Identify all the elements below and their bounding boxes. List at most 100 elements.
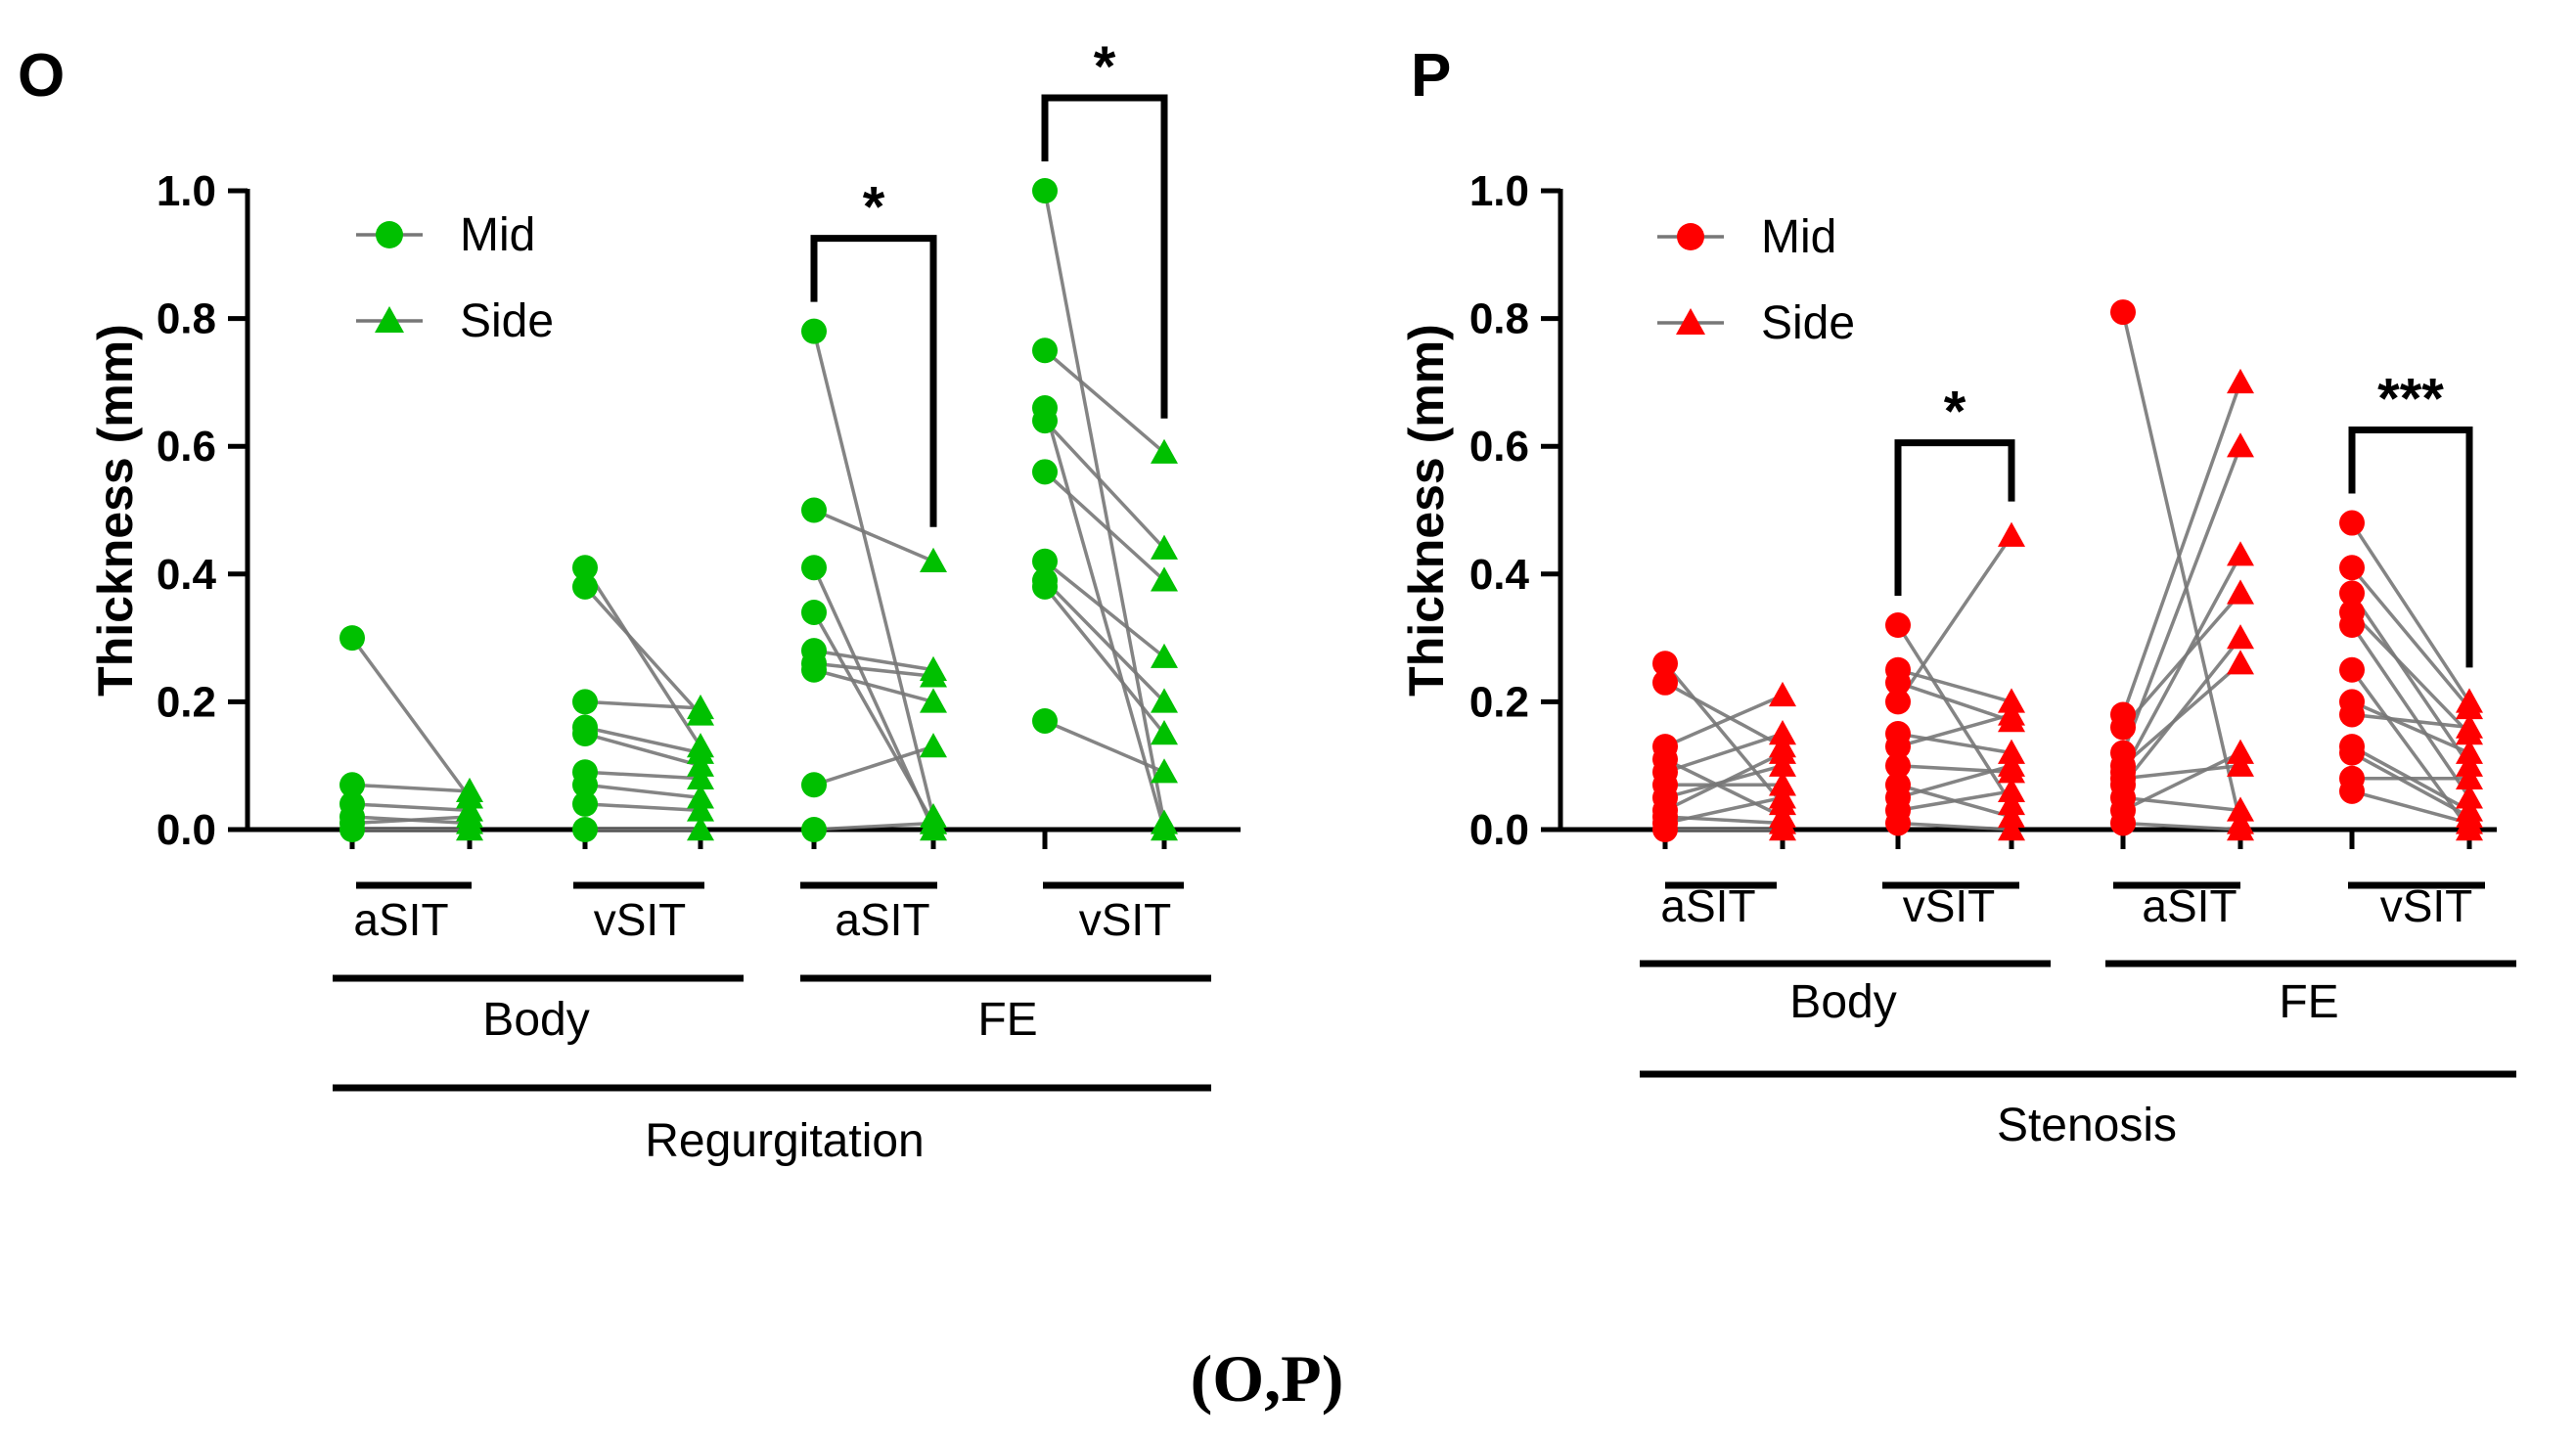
mid-point (1885, 810, 1911, 836)
pair-line (1043, 471, 1166, 582)
pair-line (813, 744, 934, 787)
side-point (1998, 816, 2025, 841)
pair-line (1664, 681, 1784, 748)
mid-point (572, 772, 598, 798)
side-point (920, 662, 947, 688)
mid-point (2339, 510, 2365, 536)
pair-line (2351, 712, 2470, 730)
pair-line (1897, 712, 2012, 748)
pair-line (813, 508, 934, 563)
pair-line (2351, 789, 2470, 826)
side-point (2227, 816, 2254, 841)
side-point (1998, 700, 2025, 726)
y-tick-label: 0.6 (157, 423, 216, 471)
y-tick-label: 1.0 (1469, 167, 1529, 215)
region-label: Body (1789, 976, 1896, 1028)
group-label: aSIT (2142, 880, 2237, 931)
side-point (2227, 739, 2254, 764)
region-label: FE (977, 994, 1037, 1046)
mid-point (801, 772, 827, 798)
side-point (1998, 521, 2025, 547)
mid-point (1885, 734, 1911, 760)
pair-line (2122, 763, 2241, 781)
pair-line (351, 802, 471, 813)
pair-line (1043, 348, 1166, 455)
mid-point (2339, 656, 2365, 683)
mid-point (1885, 612, 1911, 639)
pair-line (1664, 757, 1784, 819)
side-point (2227, 751, 2254, 777)
mid-point (1032, 408, 1058, 434)
side-point (920, 547, 947, 572)
y-axis-label: Thickness (mm) (1399, 324, 1454, 697)
side-point (687, 796, 714, 822)
mid-point (1652, 669, 1678, 696)
group-label: vSIT (594, 894, 687, 945)
pair-line (583, 566, 702, 748)
mid-point (801, 318, 827, 344)
pair-line (1664, 732, 1784, 774)
side-point (2456, 784, 2483, 809)
side-point (1151, 758, 1178, 784)
pair-line (1664, 751, 1784, 812)
y-tick-label: 0.6 (1469, 423, 1529, 471)
side-point (2227, 432, 2254, 458)
significance-bracket (2348, 427, 2473, 668)
pair-line (2351, 751, 2470, 819)
side-point (1151, 566, 1178, 592)
side-point (2456, 809, 2483, 834)
legend-mid-label: Mid (460, 209, 535, 261)
y-tick-label: 0.2 (1469, 678, 1529, 726)
group-label: aSIT (353, 894, 448, 945)
pair-line (2122, 751, 2241, 812)
mid-point (572, 689, 598, 715)
side-point (1151, 688, 1178, 713)
mid-point (2339, 778, 2365, 804)
mid-point (2110, 299, 2136, 326)
side-point (1151, 720, 1178, 745)
significance-label: * (1094, 35, 1116, 99)
pair-line (812, 331, 935, 818)
region-label: Body (482, 994, 589, 1046)
mid-point (1032, 548, 1058, 574)
pair-line (1043, 579, 1166, 703)
pair-line (1897, 732, 2012, 755)
mid-point (2339, 580, 2365, 607)
side-point (2227, 579, 2254, 605)
panel-o-plot: 0.0 0.2 0.4 0.6 0.8 1.0 Thickness (mm) aSIT vSIT… (88, 35, 1241, 1167)
pair-line (1896, 624, 2013, 805)
side-point (456, 816, 483, 841)
side-point (1998, 802, 2025, 829)
side-point (2227, 796, 2254, 822)
panel-p-plot: 0.0 0.2 0.4 0.6 0.8 1.0 Thickness (mm) aSIT vSIT… (1399, 167, 2516, 1151)
pair-line (2350, 610, 2471, 736)
side-point (1769, 784, 1796, 809)
side-point (1151, 816, 1178, 841)
side-point (456, 802, 483, 829)
pair-line (2121, 382, 2242, 716)
mid-point (801, 656, 827, 683)
side-point (687, 751, 714, 777)
legend-side-marker (375, 306, 404, 333)
significance-bracket (810, 235, 937, 527)
figure-caption: (O,P) (1191, 1341, 1344, 1416)
mid-point (1885, 669, 1911, 696)
legend-mid-marker (376, 221, 403, 248)
pair-line (1664, 795, 1784, 826)
pair-line (583, 585, 702, 716)
side-point (456, 777, 483, 803)
pair-line (350, 637, 472, 799)
mid-point (1032, 338, 1058, 364)
pair-line (584, 802, 701, 813)
side-point (1769, 739, 1796, 764)
y-tick-label: 0.8 (157, 295, 216, 343)
mid-point (572, 573, 598, 600)
side-point (2227, 650, 2254, 675)
pair-line (584, 783, 701, 800)
side-point (687, 764, 714, 789)
significance-bracket (1894, 439, 2015, 597)
pair-line (351, 815, 471, 826)
panel-label-o: O (18, 42, 65, 110)
group-label: vSIT (1079, 894, 1172, 945)
